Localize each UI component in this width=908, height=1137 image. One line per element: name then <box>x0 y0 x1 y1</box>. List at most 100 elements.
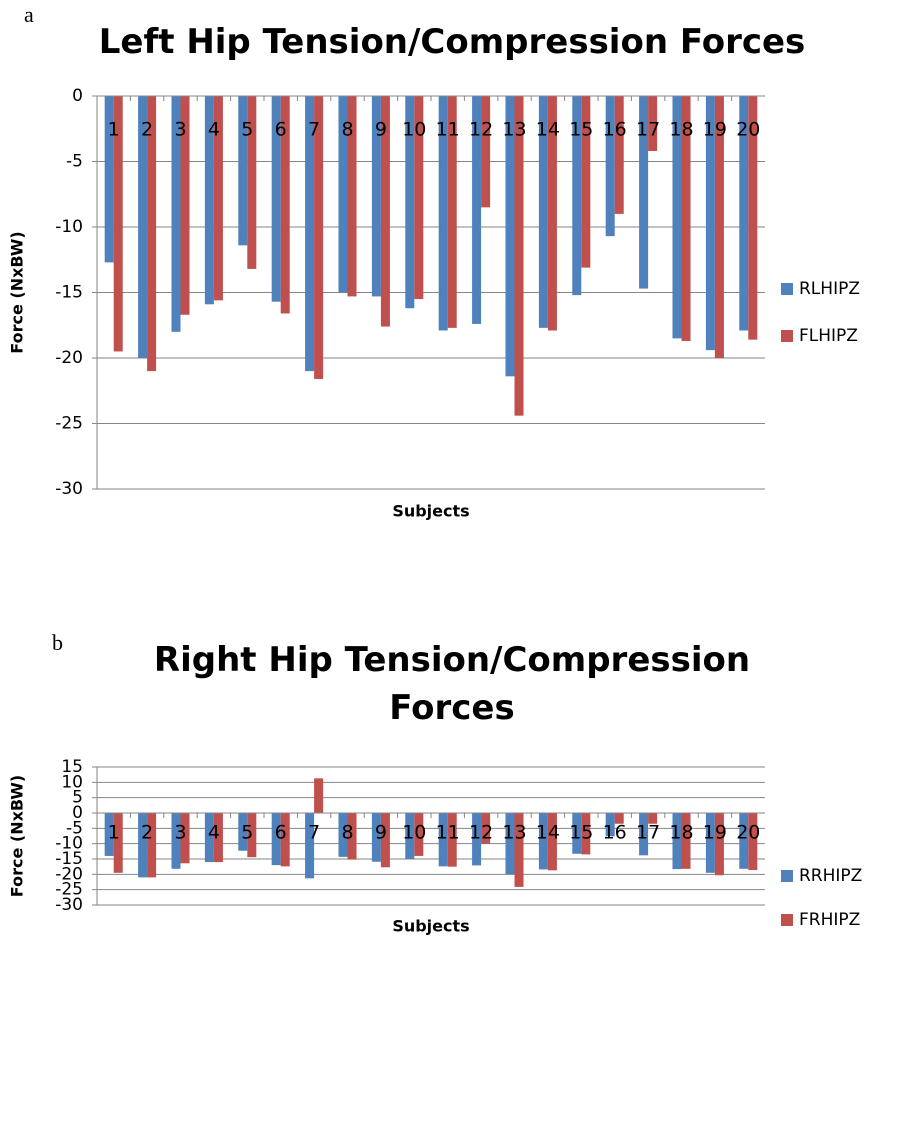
bar <box>614 813 624 824</box>
x-tick-label: 20 <box>736 119 760 141</box>
x-tick-label: 3 <box>174 822 186 844</box>
x-tick-label: 3 <box>174 119 186 141</box>
bar <box>347 813 357 860</box>
bar <box>672 813 682 870</box>
x-tick-label: 19 <box>703 119 727 141</box>
bar <box>514 813 524 887</box>
bar <box>447 813 457 867</box>
x-tick-label: 15 <box>569 822 593 844</box>
bar <box>705 813 715 873</box>
bar <box>147 813 157 878</box>
bar <box>280 96 290 314</box>
bar <box>238 813 248 851</box>
y-tick-label: -10 <box>55 217 83 237</box>
x-tick-label: 6 <box>275 822 287 844</box>
bar <box>104 96 114 263</box>
x-tick-label: 12 <box>469 119 493 141</box>
bar <box>371 813 381 862</box>
bar <box>405 96 415 309</box>
y-tick-label: -30 <box>55 895 83 915</box>
chart-title: Right Hip Tension/Compression Forces <box>153 640 751 728</box>
x-tick-label: 14 <box>536 119 560 141</box>
y-tick-label: -20 <box>55 864 83 884</box>
x-tick-label: 5 <box>241 119 253 141</box>
x-tick-label: 17 <box>636 119 660 141</box>
chart-title: Left Hip Tension/Compression Forces <box>98 22 806 62</box>
y-tick-label: -10 <box>55 834 83 854</box>
bar <box>213 813 223 863</box>
legend-label: RLHIPZ <box>799 279 860 299</box>
bar <box>213 96 223 301</box>
y-tick-label: -5 <box>66 818 83 838</box>
bar <box>505 813 515 875</box>
bar <box>581 813 591 855</box>
bar <box>405 813 415 859</box>
x-tick-label: 4 <box>208 822 220 844</box>
bar <box>572 813 582 854</box>
bar <box>113 813 123 873</box>
x-tick-label: 16 <box>603 822 627 844</box>
x-tick-label: 9 <box>375 119 387 141</box>
bar <box>247 813 257 858</box>
x-tick-label: 1 <box>108 119 120 141</box>
bar <box>614 96 624 214</box>
bar <box>271 96 281 302</box>
y-tick-label: 0 <box>72 803 83 823</box>
bar <box>581 96 591 268</box>
x-tick-label: 12 <box>469 822 493 844</box>
bar <box>271 813 281 866</box>
x-tick-label: 5 <box>241 822 253 844</box>
bar <box>147 96 157 372</box>
bar <box>547 813 557 871</box>
x-tick-label: 17 <box>636 822 660 844</box>
bar <box>280 813 290 867</box>
bar <box>180 96 190 315</box>
bar <box>481 96 491 208</box>
legend-swatch <box>781 283 793 295</box>
bar <box>739 96 749 331</box>
legend-label: FLHIPZ <box>799 326 858 346</box>
y-tick-label: 10 <box>61 772 83 792</box>
y-tick-label: -25 <box>55 414 83 434</box>
bar <box>371 96 381 297</box>
bar <box>414 813 424 856</box>
legend-swatch <box>781 914 793 926</box>
bar <box>605 813 615 837</box>
x-tick-label: 11 <box>436 119 460 141</box>
x-tick-label: 13 <box>502 119 526 141</box>
bar <box>314 96 324 379</box>
x-tick-label: 18 <box>669 119 693 141</box>
y-tick-label: -15 <box>55 849 83 869</box>
y-tick-label: 0 <box>72 86 83 106</box>
legend-swatch <box>781 870 793 882</box>
bar <box>238 96 248 246</box>
y-tick-label: -5 <box>66 152 83 172</box>
bar <box>138 96 148 358</box>
bar <box>113 96 123 352</box>
x-tick-label: 8 <box>341 822 353 844</box>
panel-label: b <box>52 630 63 655</box>
y-axis-title: Force (NxBW) <box>8 775 27 897</box>
bar <box>438 96 448 331</box>
x-tick-label: 13 <box>502 822 526 844</box>
y-tick-label: -25 <box>55 880 83 900</box>
bar <box>639 96 649 289</box>
x-tick-label: 18 <box>669 822 693 844</box>
x-tick-label: 14 <box>536 822 560 844</box>
bar <box>481 813 491 844</box>
x-tick-label: 6 <box>275 119 287 141</box>
bar <box>748 96 758 340</box>
y-axis-title: Force (NxBW) <box>8 231 27 353</box>
bar <box>414 96 424 300</box>
x-tick-label: 16 <box>603 119 627 141</box>
bar <box>547 96 557 331</box>
bar <box>380 96 390 327</box>
bar <box>338 96 348 293</box>
bar <box>171 96 181 332</box>
x-tick-label: 2 <box>141 822 153 844</box>
bar <box>705 96 715 351</box>
bar <box>714 96 724 358</box>
bar <box>505 96 515 377</box>
